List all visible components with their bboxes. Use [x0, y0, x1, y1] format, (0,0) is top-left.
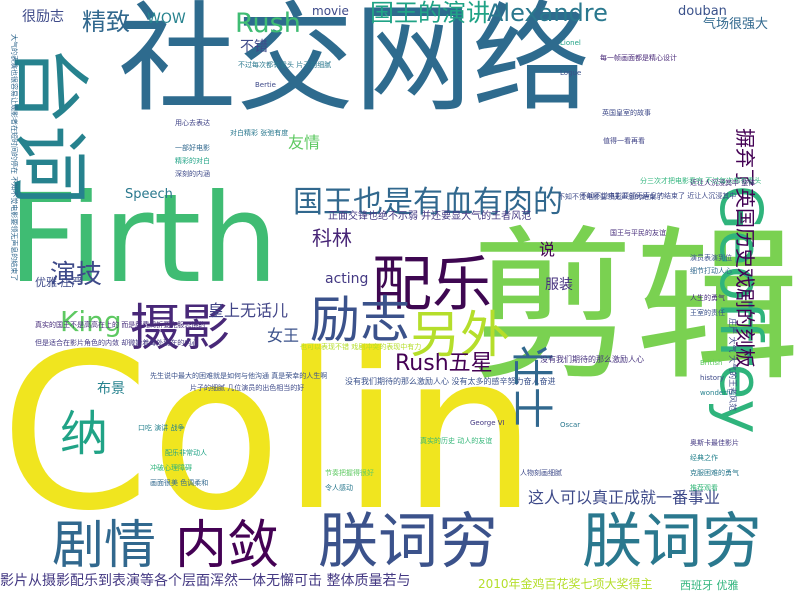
cloud-word: movie	[312, 4, 349, 18]
cloud-word: Rush	[235, 8, 301, 39]
cloud-word: 人生的勇气	[690, 294, 725, 302]
cloud-word: 值得一看再看	[603, 137, 645, 145]
cloud-word: 纳	[60, 406, 109, 462]
cloud-word: 另外	[410, 306, 510, 364]
cloud-word: 这人可以真正成就一番事业	[528, 488, 721, 507]
cloud-word: 很励志	[22, 9, 64, 25]
cloud-word: 西班牙 优雅	[680, 579, 739, 592]
cloud-word: Bertie	[255, 81, 276, 89]
cloud-word: 影片从摄影配乐到表演等各个层面浑然一体无懈可击 整体质量若与	[0, 573, 411, 589]
cloud-word: 摒弃了英国历史戏剧的刻板	[733, 128, 757, 368]
cloud-word: 不知不觉电影要领无声息的结束了	[558, 193, 663, 201]
cloud-word: WOW	[147, 11, 186, 27]
cloud-word: 说	[539, 240, 556, 259]
cloud-word: 奥斯卡最佳影片	[690, 439, 739, 447]
cloud-word: 剪辑	[470, 211, 800, 403]
cloud-word: 用心去表达	[175, 119, 210, 127]
cloud-word: wonderful	[700, 389, 735, 397]
cloud-word: George VI	[470, 419, 505, 427]
cloud-word: 国王也是有血有肉的	[293, 185, 563, 220]
cloud-word: 庄严 大气 大气的王者风范	[728, 318, 737, 412]
cloud-word: 大气的表演也很容易让观影者在短时间的停在 不知不觉电影要领无声息的结束了	[10, 34, 18, 282]
cloud-word: 画面很美 色调柔和	[150, 479, 209, 487]
cloud-word: 优雅 庄严	[35, 276, 83, 289]
cloud-word: 精致	[82, 8, 130, 36]
cloud-word: 社交网络	[118, 0, 591, 128]
cloud-word: 精彩的对白	[175, 157, 210, 165]
cloud-word: history	[700, 374, 725, 382]
cloud-word: 推荐观看	[690, 484, 718, 492]
cloud-word: 真实的历史 动人的友谊	[420, 437, 493, 445]
cloud-word: 但是适合在影片角色的内敛 却微妙着每处现在的内心	[35, 339, 199, 347]
cloud-word: 对白精彩 张弛有度	[230, 129, 289, 137]
cloud-word: 2010年金鸡百花奖七项大奖得主	[478, 577, 653, 591]
cloud-word: 不错	[240, 39, 268, 55]
cloud-word: Logue	[560, 69, 582, 77]
cloud-word: 口吃 演讲 战争	[138, 424, 185, 432]
cloud-word: 不知不觉电影要领无声息的结束了 近让人沉浸其中	[580, 192, 737, 200]
cloud-word: 细节打动人心	[690, 267, 732, 275]
cloud-word: 深刻的内涵	[175, 170, 210, 178]
cloud-word: Lionel	[560, 39, 581, 47]
cloud-word: 友情	[288, 133, 321, 152]
cloud-word: 克服困难的勇气	[690, 469, 739, 477]
cloud-word: 布景	[97, 381, 125, 397]
cloud-word: 皇上无话儿	[208, 301, 289, 320]
cloud-word: 女王	[267, 326, 300, 345]
cloud-word: 配乐非常动人	[165, 449, 207, 457]
cloud-word: 分三次才把电影看完 不过每次都有看头	[640, 177, 762, 185]
cloud-word: Rush五星	[395, 351, 493, 376]
cloud-word: 节奏把握得很好	[325, 469, 374, 477]
cloud-word: 真实的国王不是高高在上的 而是颇费周折要克服恐惧的	[35, 321, 206, 329]
cloud-word: 正面交锋也绝不示弱 并还要显大气的王者风范	[328, 211, 532, 222]
cloud-word: acting	[325, 271, 369, 287]
cloud-word: 近让人沉浸其中 整体	[690, 179, 756, 187]
cloud-word: 摄影	[130, 299, 230, 357]
cloud-word: Speech	[125, 187, 173, 202]
cloud-word: 令人感动	[325, 484, 353, 492]
cloud-word: 冲破心理障碍	[150, 464, 192, 472]
cloud-word: 也可以表现不错 戏剧冲突的表现中有力	[300, 343, 422, 351]
cloud-word: 台词	[2, 45, 95, 205]
cloud-word: 经典之作	[690, 454, 718, 462]
cloud-word: 励志	[310, 291, 410, 349]
cloud-word: 没有我们期待的那么激励人心	[540, 355, 644, 364]
cloud-word: 剧情	[52, 516, 157, 576]
cloud-word: 国王的演讲	[370, 0, 490, 27]
cloud-word: 片子的细腻 几位演员的出色相当的好	[190, 384, 305, 392]
cloud-word: 内敛	[175, 516, 280, 576]
cloud-word: Oscar	[560, 421, 581, 429]
cloud-word: 英国皇室的故事	[602, 109, 651, 117]
cloud-word: 人物刻画细腻	[520, 469, 562, 477]
cloud-word: 没有我们期待的那么激励人心 没有太多的感辛努力奋人奋进	[345, 377, 556, 386]
cloud-word: 王室的责任	[690, 309, 725, 317]
cloud-word: 气场很强大	[703, 17, 769, 32]
cloud-word: douban	[678, 4, 727, 19]
cloud-word: Colin	[0, 307, 538, 558]
cloud-word: British	[700, 359, 723, 367]
cloud-word: 科林	[312, 226, 352, 250]
cloud-word: 朕词穷	[318, 507, 498, 577]
cloud-word: Firth	[8, 168, 279, 310]
cloud-word: 演员表演到位	[690, 254, 732, 262]
cloud-word: Alexandre	[487, 0, 608, 27]
cloud-word: 国王与平民的友谊	[610, 229, 666, 237]
cloud-word: 不过每次都有看头 片子的细腻	[238, 61, 332, 69]
cloud-word: 先生说中最大的困难就是如何与他沟通 真是荣幸的人生啊	[150, 372, 328, 380]
cloud-word: 配乐	[372, 250, 492, 320]
cloud-word: 演技	[50, 260, 103, 290]
cloud-word: King	[60, 305, 122, 338]
cloud-word: 每一帧画面都是精心设计	[600, 54, 677, 62]
cloud-word: 服装	[545, 277, 573, 293]
cloud-word: 一部好电影	[175, 144, 210, 152]
cloud-word: 朕词穷	[582, 507, 762, 577]
